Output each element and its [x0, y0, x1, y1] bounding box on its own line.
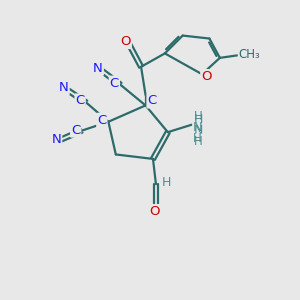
Text: N: N [59, 81, 69, 94]
Text: O: O [201, 70, 212, 83]
Text: O: O [120, 35, 131, 48]
Text: N: N [194, 124, 203, 137]
Text: C: C [71, 124, 80, 136]
Text: H: H [193, 132, 202, 145]
Text: H: H [194, 110, 203, 123]
Text: H: H [194, 113, 203, 126]
Text: O: O [149, 205, 160, 218]
Text: CH₃: CH₃ [239, 48, 260, 62]
Text: H: H [162, 176, 171, 189]
Text: C: C [97, 114, 106, 127]
Text: N: N [52, 133, 61, 146]
Text: N: N [193, 121, 202, 134]
Text: H: H [194, 135, 203, 148]
Text: C: C [110, 76, 119, 90]
Text: N: N [93, 62, 103, 75]
Text: C: C [148, 94, 157, 107]
Text: C: C [76, 94, 85, 107]
